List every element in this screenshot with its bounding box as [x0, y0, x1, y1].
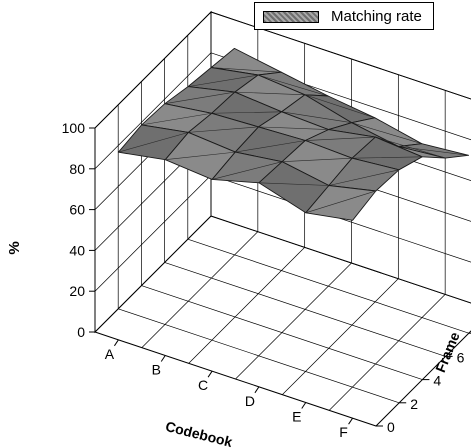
surface-diagonal [235, 140, 306, 153]
surface-diagonal [257, 74, 329, 97]
x-tick-label: F [339, 424, 348, 440]
x-tick-label: B [152, 362, 161, 378]
surface-diagonal [234, 91, 305, 96]
chart-axes: 020406080100ABCDEF0246810 [62, 120, 471, 440]
x-tick-label: A [105, 346, 115, 362]
x-tick-label: C [198, 377, 208, 393]
legend: Matching rate [254, 2, 434, 30]
surface-diagonal [282, 157, 353, 162]
z-axis-title: % [6, 241, 23, 254]
floor-gridline [328, 294, 446, 411]
surface-diagonal [398, 146, 469, 156]
floor-gridline [282, 278, 399, 395]
z-tick-label: 40 [69, 242, 85, 258]
floor-gridline [164, 262, 446, 357]
y-tick-label: 2 [410, 396, 418, 412]
surface-diagonal [375, 136, 446, 159]
surface-diagonal [118, 132, 189, 153]
surface-diagonal [141, 112, 212, 126]
side-gridline [94, 52, 212, 170]
z-tick-label: 60 [69, 202, 85, 218]
surface-diagonal [187, 74, 259, 87]
surface-diagonal [188, 126, 259, 133]
floor-gridline [141, 285, 423, 380]
z-tick-label: 80 [69, 161, 85, 177]
x-tick [207, 370, 213, 378]
surface-diagonal [165, 151, 236, 160]
surface-mesh [117, 47, 470, 221]
x-tick [160, 355, 166, 362]
legend-label: Matching rate [331, 8, 422, 25]
surface-diagonal [328, 169, 400, 186]
floor-gridline [188, 247, 305, 364]
floor-gridline [187, 238, 469, 334]
x-tick-label: D [245, 393, 255, 409]
surface-diagonal [211, 111, 282, 114]
surface-diagonal [212, 161, 283, 180]
surface-diagonal [304, 94, 376, 119]
surface-diagonal [164, 91, 235, 105]
legend-swatch [263, 11, 319, 23]
x-tick [301, 402, 307, 409]
surface-patch [305, 185, 377, 221]
y-tick-label: 0 [387, 419, 395, 435]
x-tick-label: E [292, 409, 301, 425]
floor-gridline [235, 262, 352, 380]
y-tick-label: 4 [433, 373, 441, 389]
side-gridline [94, 11, 212, 129]
side-gridline [94, 174, 212, 292]
surface-diagonal [211, 67, 282, 73]
x-tick [254, 386, 260, 394]
z-tick-label: 100 [62, 120, 86, 136]
surface-diagonal [258, 126, 329, 130]
x-axis-title: Codebook [164, 418, 234, 448]
surface-diagonal [258, 182, 329, 186]
surface-diagonal [305, 136, 376, 141]
z-tick-label: 0 [77, 324, 85, 340]
floor-gridline [118, 308, 400, 404]
surface-diagonal [351, 122, 422, 144]
x-tick [348, 417, 353, 425]
x-tick [114, 339, 119, 347]
surface-diagonal [305, 190, 376, 214]
surface-diagonal [281, 111, 352, 123]
surface-diagonal [352, 156, 423, 159]
z-tick-label: 20 [69, 283, 85, 299]
floor-gridline [141, 231, 259, 348]
y-tick-label: 6 [457, 349, 465, 365]
